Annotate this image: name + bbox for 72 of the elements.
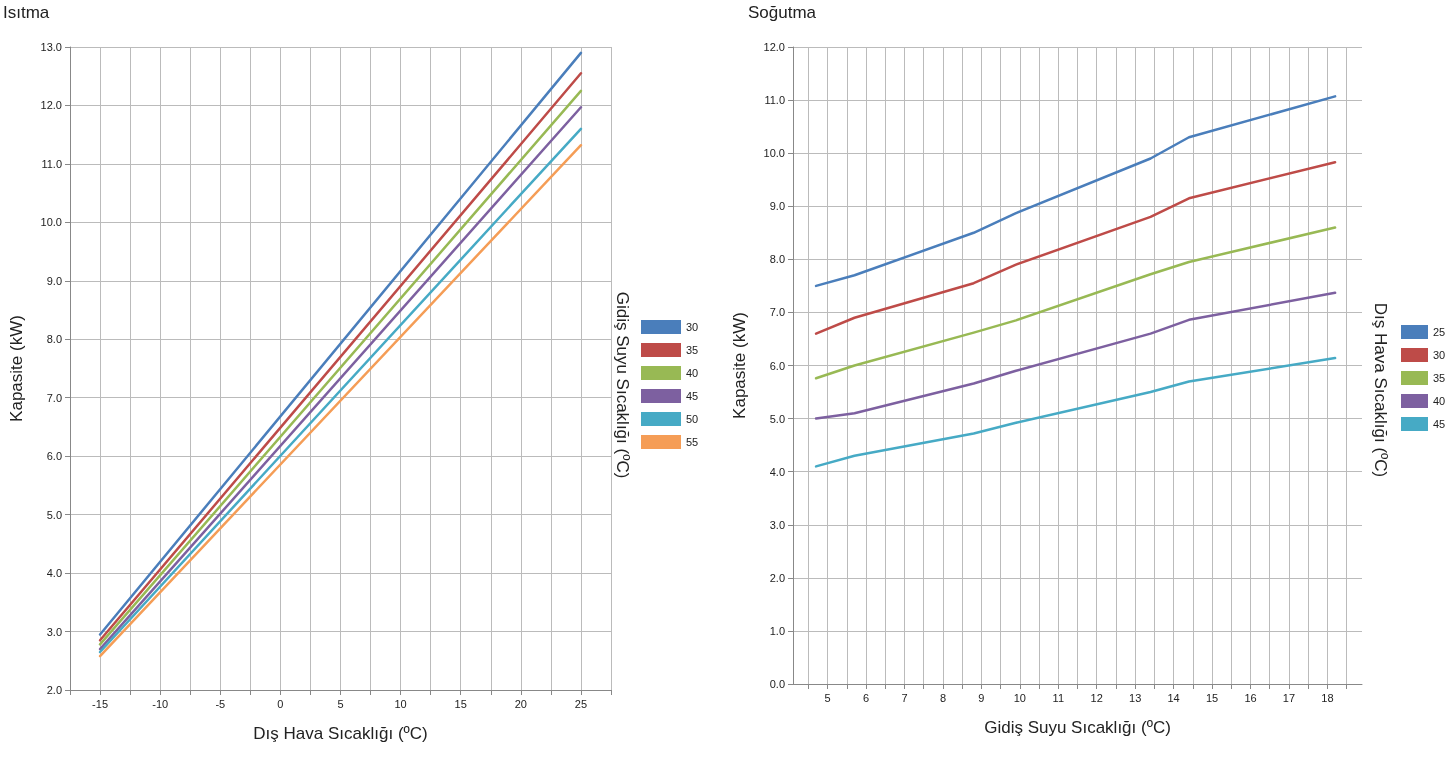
line-series — [814, 95, 1337, 288]
y-tick-label: 10.0 — [40, 216, 62, 229]
x-tick-label: 11 — [1052, 691, 1064, 704]
legend-title: Gidiş Suyu Sıcaklığı (ºC) — [612, 291, 632, 479]
legend-label: 55 — [686, 436, 699, 448]
x-tick-label: 9 — [978, 691, 985, 704]
x-tick-label: 17 — [1282, 691, 1296, 704]
x-tick-label: 18 — [1321, 691, 1334, 704]
y-tick-label: 9.0 — [769, 200, 785, 213]
line-series — [814, 226, 1337, 380]
x-tick-label: 5 — [337, 697, 344, 710]
y-tick-label: 5.0 — [46, 508, 62, 521]
legend-title: Dış Hava Sıcaklığı (ºC) — [1370, 302, 1390, 478]
y-tick-label: 8.0 — [769, 253, 785, 266]
legend-label: 35 — [686, 344, 699, 356]
x-tick-label: -10 — [152, 697, 169, 710]
legend-label: 40 — [686, 367, 699, 379]
y-tick-label: 0.0 — [769, 678, 785, 690]
x-tick-label: 15 — [1205, 691, 1219, 704]
y-tick-label: 13.0 — [40, 41, 62, 53]
y-tick-label: 9.0 — [46, 274, 62, 287]
y-tick-label: 2.0 — [46, 684, 62, 696]
y-tick-label: 7.0 — [769, 306, 785, 319]
legend-label: 50 — [686, 413, 699, 425]
chart-title: Isıtma — [3, 3, 50, 22]
y-tick-label: 1.0 — [769, 624, 785, 637]
line-series — [814, 160, 1337, 335]
legend-label: 35 — [1433, 372, 1445, 384]
x-tick-label: 25 — [574, 697, 588, 710]
x-tick-label: 10 — [394, 697, 407, 710]
line-series — [814, 356, 1337, 468]
x-tick-label: 10 — [1013, 691, 1026, 704]
x-tick-label: 15 — [454, 697, 467, 710]
x-tick-label: 20 — [514, 697, 527, 710]
y-axis-title: Kapasite (kW) — [730, 312, 749, 419]
y-tick-label: 8.0 — [46, 333, 62, 346]
y-tick-label: 11.0 — [764, 94, 785, 107]
y-tick-label: 3.0 — [46, 625, 62, 638]
chart-title: Soğutma — [748, 3, 817, 22]
y-tick-label: 10.0 — [763, 147, 785, 160]
legend-label: 25 — [1433, 326, 1445, 338]
legend-label: 30 — [1433, 349, 1445, 361]
x-tick-label: 12 — [1090, 691, 1103, 704]
y-tick-label: 6.0 — [46, 450, 62, 463]
y-tick-label: 5.0 — [769, 412, 785, 425]
x-tick-label: 0 — [277, 697, 284, 710]
legend-label: 40 — [1433, 395, 1445, 407]
x-tick-label: 6 — [862, 691, 870, 704]
x-tick-label: 16 — [1244, 691, 1257, 704]
y-tick-label: 12.0 — [40, 99, 62, 112]
y-tick-label: 4.0 — [46, 567, 62, 580]
y-tick-label: 7.0 — [46, 391, 62, 404]
x-axis-title: Dış Hava Sıcaklığı (ºC) — [253, 724, 428, 743]
legend-label: 30 — [686, 321, 699, 333]
x-tick-label: -15 — [92, 697, 109, 710]
y-tick-label: 11.0 — [41, 157, 62, 170]
y-tick-label: 4.0 — [769, 465, 785, 478]
x-tick-label: 8 — [939, 691, 946, 704]
x-tick-label: 5 — [824, 691, 831, 704]
y-tick-label: 3.0 — [769, 518, 785, 531]
x-tick-label: 13 — [1129, 691, 1142, 704]
y-tick-label: 2.0 — [769, 571, 785, 584]
legend-label: 45 — [686, 390, 699, 402]
legend-label: 45 — [1433, 418, 1445, 430]
x-tick-label: 14 — [1167, 691, 1180, 704]
x-tick-label: -5 — [215, 697, 226, 710]
line-series — [814, 291, 1337, 420]
y-tick-label: 12.0 — [763, 41, 785, 53]
y-axis-title: Kapasite (kW) — [7, 315, 26, 422]
y-tick-label: 6.0 — [769, 359, 785, 372]
x-tick-label: 7 — [901, 691, 908, 704]
x-axis-title: Gidiş Suyu Sıcaklığı (ºC) — [984, 718, 1171, 737]
